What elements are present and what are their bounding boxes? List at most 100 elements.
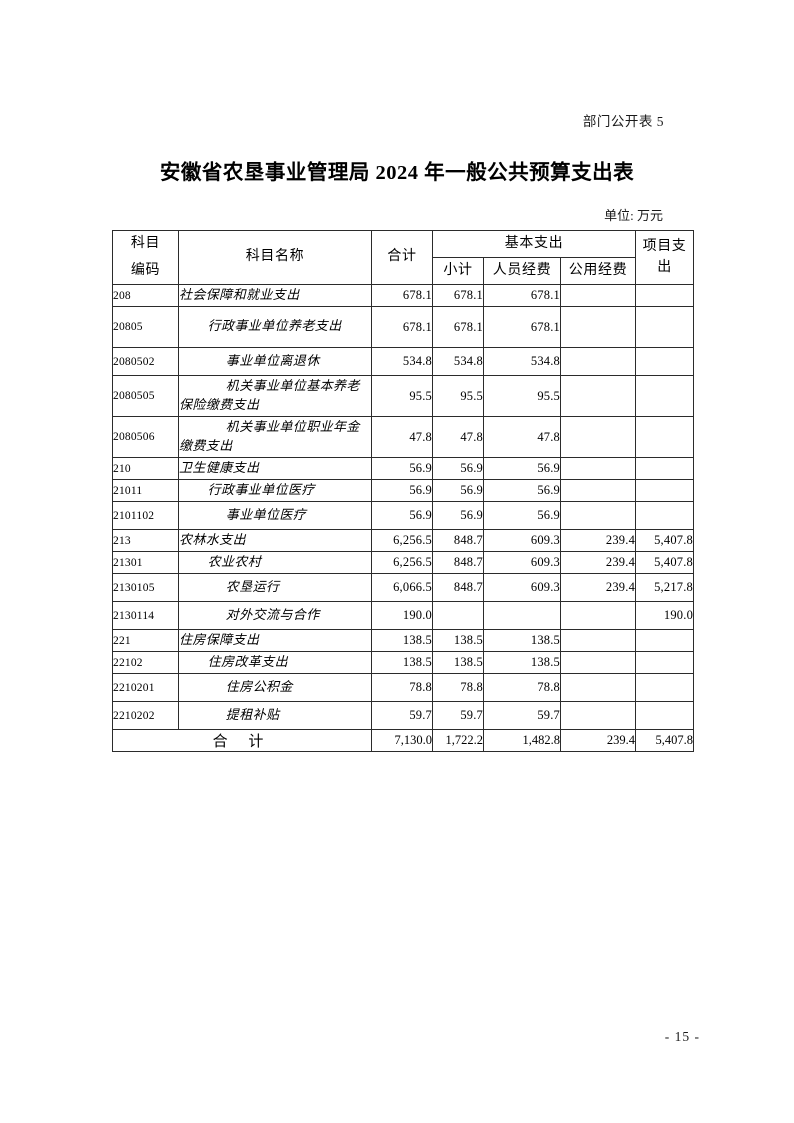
cell-subject-name: 机关事业单位职业年金缴费支出 bbox=[178, 416, 372, 459]
cell-total: 6,256.5 bbox=[371, 551, 433, 575]
cell-project bbox=[635, 457, 695, 481]
cell-basic-public bbox=[559, 284, 637, 308]
cell-project bbox=[635, 629, 695, 653]
cell-subject-code: 2210202 bbox=[112, 701, 179, 731]
cell-total: 56.9 bbox=[371, 479, 433, 503]
subject-name-text: 机关事业单位职业年金缴费支出 bbox=[179, 419, 360, 455]
cell-basic-public bbox=[559, 701, 637, 731]
cell-basic-personnel: 609.3 bbox=[483, 529, 561, 553]
cell-basic-public bbox=[559, 479, 637, 503]
table-row: 21011 行政事业单位医疗 56.9 56.9 56.9 bbox=[112, 479, 695, 503]
cell-subject-name: 对外交流与合作 bbox=[178, 601, 372, 631]
cell-basic-public: 239.4 bbox=[559, 529, 637, 553]
subject-name-text: 住房改革支出 bbox=[207, 654, 288, 670]
cell-basic-sub bbox=[432, 601, 484, 631]
cell-project: 5,407.8 bbox=[635, 529, 695, 553]
cell-basic-personnel: 56.9 bbox=[483, 501, 561, 531]
table-row: 22102 住房改革支出 138.5 138.5 138.5 bbox=[112, 651, 695, 675]
cell-basic-personnel: 678.1 bbox=[483, 284, 561, 308]
cell-total: 138.5 bbox=[371, 629, 433, 653]
page-title: 安徽省农垦事业管理局 2024 年一般公共预算支出表 bbox=[159, 162, 635, 184]
cell-subject-name: 农林水支出 bbox=[178, 529, 372, 553]
th-code-line1: 科目 bbox=[130, 236, 161, 251]
cell-total: 6,066.5 bbox=[371, 573, 433, 603]
budget-table: 科目 编码 科目名称 合计 基本支出 项目支出 小计 人员经费 公用经费 208… bbox=[112, 229, 695, 753]
cell-total: 534.8 bbox=[371, 347, 433, 377]
th-basic-sub: 小计 bbox=[432, 257, 484, 286]
cell-project bbox=[635, 306, 695, 349]
total-cell-basic-sub: 1,722.2 bbox=[432, 729, 484, 753]
subject-name-text: 对外交流与合作 bbox=[225, 607, 320, 623]
cell-subject-code: 2130105 bbox=[112, 573, 179, 603]
cell-subject-name: 事业单位医疗 bbox=[178, 501, 372, 531]
table-row: 20805 行政事业单位养老支出 678.1 678.1 678.1 bbox=[112, 306, 695, 349]
cell-total: 47.8 bbox=[371, 416, 433, 459]
cell-project: 5,217.8 bbox=[635, 573, 695, 603]
cell-total: 59.7 bbox=[371, 701, 433, 731]
cell-subject-name: 机关事业单位基本养老保险缴费支出 bbox=[178, 375, 372, 418]
cell-subject-name: 农垦运行 bbox=[178, 573, 372, 603]
cell-subject-name: 行政事业单位养老支出 bbox=[178, 306, 372, 349]
cell-subject-code: 210 bbox=[112, 457, 179, 481]
table-row: 221 住房保障支出 138.5 138.5 138.5 bbox=[112, 629, 695, 653]
cell-subject-code: 2210201 bbox=[112, 673, 179, 703]
cell-project bbox=[635, 701, 695, 731]
header-row-top: 科目 编码 科目名称 合计 基本支出 项目支出 bbox=[112, 229, 695, 286]
cell-basic-sub: 678.1 bbox=[432, 306, 484, 349]
cell-total: 56.9 bbox=[371, 501, 433, 531]
table-row: 2080505 机关事业单位基本养老保险缴费支出 95.5 95.5 95.5 bbox=[112, 375, 695, 418]
cell-basic-personnel bbox=[483, 601, 561, 631]
cell-basic-public: 239.4 bbox=[559, 551, 637, 575]
cell-basic-personnel: 609.3 bbox=[483, 573, 561, 603]
cell-subject-name: 住房改革支出 bbox=[178, 651, 372, 675]
cell-basic-personnel: 47.8 bbox=[483, 416, 561, 459]
th-code-line2: 编码 bbox=[130, 262, 161, 278]
th-total: 合计 bbox=[371, 229, 433, 286]
cell-basic-sub: 59.7 bbox=[432, 701, 484, 731]
cell-project bbox=[635, 479, 695, 503]
table-row: 2210201 住房公积金 78.8 78.8 78.8 bbox=[112, 673, 695, 703]
cell-subject-code: 2080505 bbox=[112, 375, 179, 418]
subject-name-text: 行政事业单位养老支出 bbox=[207, 319, 342, 335]
cell-basic-sub: 534.8 bbox=[432, 347, 484, 377]
cell-subject-name: 事业单位离退休 bbox=[178, 347, 372, 377]
cell-basic-sub: 56.9 bbox=[432, 501, 484, 531]
table-row: 2080502 事业单位离退休 534.8 534.8 534.8 bbox=[112, 347, 695, 377]
cell-total: 95.5 bbox=[371, 375, 433, 418]
cell-subject-code: 2080506 bbox=[112, 416, 179, 459]
cell-basic-public bbox=[559, 457, 637, 481]
cell-basic-sub: 848.7 bbox=[432, 573, 484, 603]
cell-subject-code: 21011 bbox=[112, 479, 179, 503]
cell-project bbox=[635, 673, 695, 703]
cell-project: 5,407.8 bbox=[635, 551, 695, 575]
cell-basic-personnel: 678.1 bbox=[483, 306, 561, 349]
cell-basic-sub: 848.7 bbox=[432, 551, 484, 575]
total-cell-total: 7,130.0 bbox=[371, 729, 433, 753]
cell-subject-name: 农业农村 bbox=[178, 551, 372, 575]
th-project: 项目支出 bbox=[635, 229, 695, 286]
cell-basic-sub: 56.9 bbox=[432, 479, 484, 503]
subject-name-text: 事业单位离退休 bbox=[225, 353, 320, 369]
subject-name-text: 提租补贴 bbox=[225, 707, 280, 723]
subject-name-text: 住房公积金 bbox=[225, 679, 293, 695]
cell-subject-code: 221 bbox=[112, 629, 179, 653]
table-row: 210 卫生健康支出 56.9 56.9 56.9 bbox=[112, 457, 695, 481]
table-row: 2130114 对外交流与合作 190.0 190.0 bbox=[112, 601, 695, 631]
table-body: 208 社会保障和就业支出 678.1 678.1 678.1 20805 行政事业单位养老… bbox=[112, 284, 695, 753]
cell-basic-public bbox=[559, 673, 637, 703]
page-number: - 15 - bbox=[664, 1029, 700, 1044]
cell-total: 78.8 bbox=[371, 673, 433, 703]
table-head: 科目 编码 科目名称 合计 基本支出 项目支出 小计 人员经费 公用经费 bbox=[112, 229, 695, 286]
subject-name-text: 机关事业单位基本养老保险缴费支出 bbox=[179, 378, 360, 414]
cell-subject-name: 卫生健康支出 bbox=[178, 457, 372, 481]
table-row: 21301 农业农村 6,256.5 848.7 609.3 239.4 5,407.8 bbox=[112, 551, 695, 575]
table-row: 2101102 事业单位医疗 56.9 56.9 56.9 bbox=[112, 501, 695, 531]
th-code: 科目 编码 bbox=[112, 229, 179, 286]
cell-basic-personnel: 138.5 bbox=[483, 629, 561, 653]
cell-basic-personnel: 56.9 bbox=[483, 457, 561, 481]
subject-name-text: 行政事业单位医疗 bbox=[207, 482, 315, 498]
cell-subject-code: 21301 bbox=[112, 551, 179, 575]
cell-subject-code: 208 bbox=[112, 284, 179, 308]
cell-basic-sub: 56.9 bbox=[432, 457, 484, 481]
